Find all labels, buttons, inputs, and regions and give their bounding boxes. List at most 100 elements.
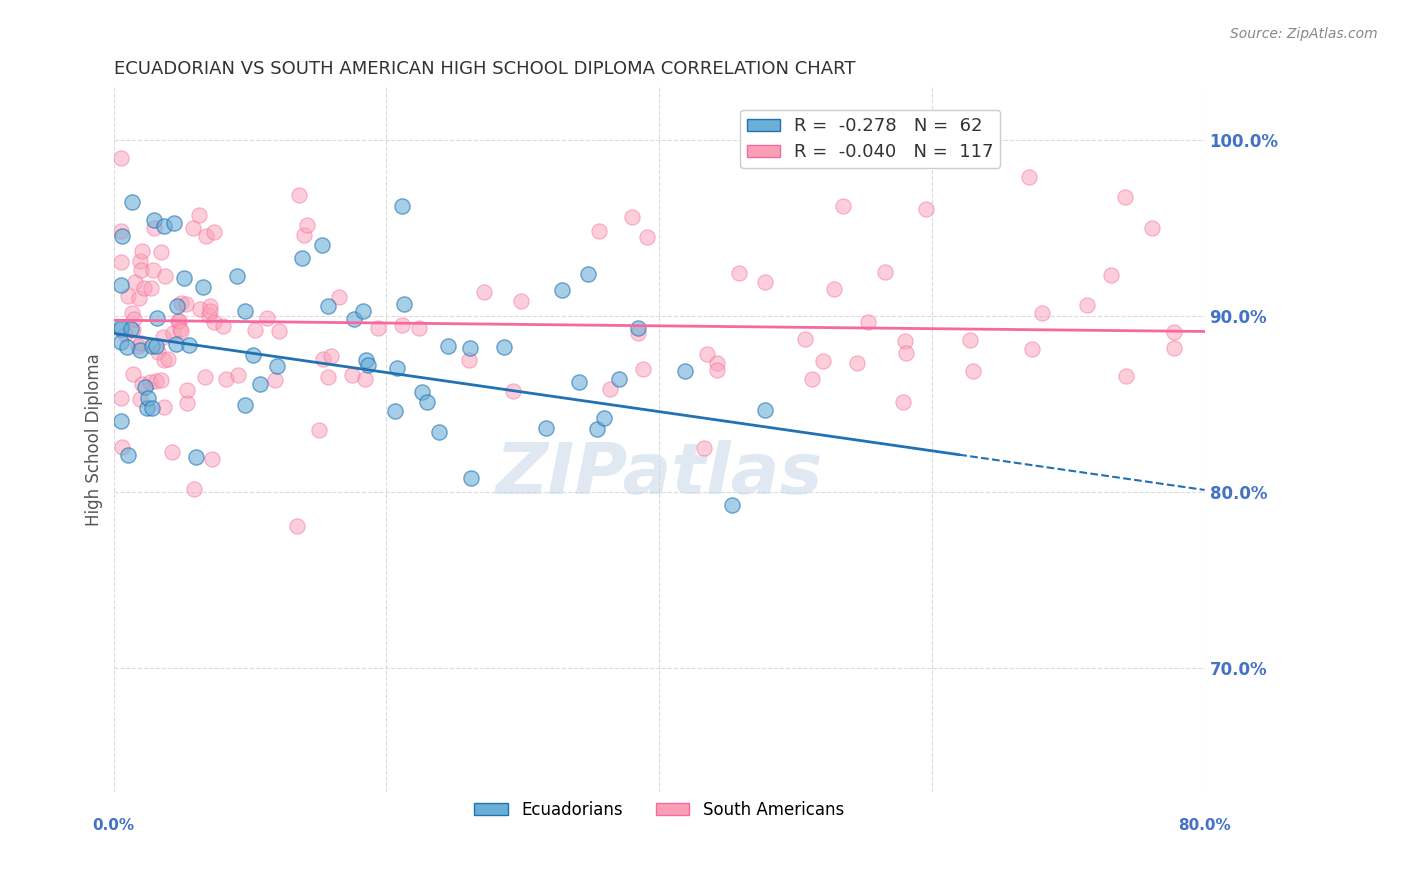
Point <box>150 373 173 387</box>
Point <box>110 414 132 428</box>
Point <box>188 209 211 223</box>
Point <box>129 392 152 406</box>
Point <box>502 384 524 398</box>
Point <box>754 403 776 417</box>
Point <box>460 471 482 485</box>
Point <box>233 398 256 412</box>
Point <box>256 311 278 326</box>
Point <box>794 332 817 346</box>
Point <box>959 334 981 348</box>
Point <box>110 319 132 334</box>
Point <box>308 423 330 437</box>
Point <box>165 337 187 351</box>
Point <box>316 369 339 384</box>
Point <box>823 282 845 296</box>
Point <box>568 376 591 390</box>
Point <box>117 289 139 303</box>
Point <box>458 352 481 367</box>
Text: ZIPatlas: ZIPatlas <box>495 441 823 509</box>
Point <box>243 323 266 337</box>
Point <box>915 202 938 216</box>
Point <box>150 245 173 260</box>
Point <box>194 370 217 384</box>
Point <box>162 326 184 340</box>
Point <box>693 441 716 455</box>
Text: Source: ZipAtlas.com: Source: ZipAtlas.com <box>1230 27 1378 41</box>
Point <box>673 363 696 377</box>
Point <box>128 291 150 305</box>
Point <box>129 253 152 268</box>
Point <box>110 322 132 336</box>
Point <box>195 229 218 244</box>
Point <box>110 334 132 349</box>
Point <box>627 321 650 335</box>
Point <box>846 356 869 370</box>
Point <box>727 266 749 280</box>
Point <box>129 336 152 351</box>
Point <box>190 302 212 317</box>
Point <box>894 346 917 360</box>
Point <box>384 404 406 418</box>
Point <box>215 372 238 386</box>
Point <box>1163 325 1185 339</box>
Point <box>152 219 174 233</box>
Point <box>152 353 174 368</box>
Point <box>173 271 195 285</box>
Point <box>145 374 167 388</box>
Point <box>288 188 311 202</box>
Point <box>170 295 193 310</box>
Point <box>233 303 256 318</box>
Point <box>593 410 616 425</box>
Point <box>152 401 174 415</box>
Point <box>121 195 143 210</box>
Point <box>201 451 224 466</box>
Point <box>352 304 374 318</box>
Point <box>1114 190 1136 204</box>
Point <box>1021 342 1043 356</box>
Point <box>121 323 143 337</box>
Point <box>437 339 460 353</box>
Point <box>706 356 728 370</box>
Point <box>354 372 377 386</box>
Point <box>115 340 138 354</box>
Point <box>136 392 159 406</box>
Point <box>588 224 610 238</box>
Point <box>114 326 136 341</box>
Point <box>110 277 132 292</box>
Point <box>385 361 408 376</box>
Point <box>110 151 132 165</box>
Point <box>391 318 413 332</box>
Point <box>893 394 915 409</box>
Point <box>1099 268 1122 282</box>
Point <box>1163 341 1185 355</box>
Point <box>174 296 197 310</box>
Point <box>356 358 378 372</box>
Point <box>111 440 134 454</box>
Point <box>183 482 205 496</box>
Point <box>962 364 984 378</box>
Point <box>354 353 377 368</box>
Point <box>536 421 558 435</box>
Point <box>411 385 433 400</box>
Point <box>551 283 574 297</box>
Point <box>599 382 621 396</box>
Point <box>155 268 177 283</box>
Point <box>117 449 139 463</box>
Point <box>586 422 609 436</box>
Point <box>139 280 162 294</box>
Point <box>266 359 288 374</box>
Point <box>198 308 221 322</box>
Point <box>167 314 190 328</box>
Point <box>621 210 644 224</box>
Point <box>121 306 143 320</box>
Point <box>408 321 430 335</box>
Point <box>312 351 335 366</box>
Point <box>132 281 155 295</box>
Point <box>627 326 650 340</box>
Point <box>427 425 450 439</box>
Point <box>343 311 366 326</box>
Point <box>226 368 249 383</box>
Point <box>576 267 599 281</box>
Point <box>269 324 291 338</box>
Point <box>163 216 186 230</box>
